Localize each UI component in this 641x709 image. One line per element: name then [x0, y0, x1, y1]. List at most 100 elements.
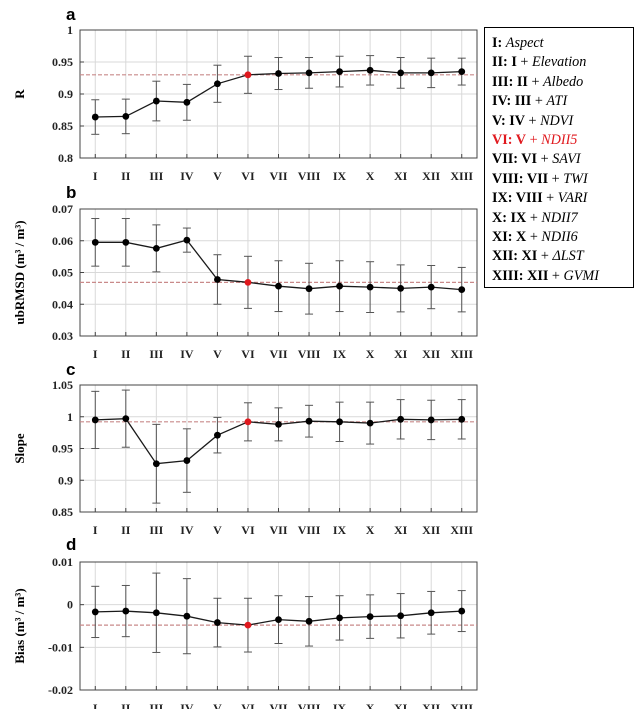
- legend-item: VI: V + NDII5: [492, 131, 633, 150]
- data-point: [275, 70, 282, 77]
- x-tick-label: XI: [394, 347, 408, 361]
- x-tick-label: VII: [269, 701, 287, 709]
- data-point: [275, 616, 282, 623]
- legend-item-key: XI: X: [492, 229, 527, 246]
- legend-item-variable: NDII5: [541, 132, 578, 149]
- legend-item-separator: +: [537, 151, 553, 168]
- data-point: [458, 286, 466, 294]
- data-point: [122, 113, 130, 120]
- x-tick-label: III: [149, 347, 163, 361]
- legend-item: VIII: VII + TWI: [492, 170, 633, 189]
- x-tick-label: X: [366, 169, 375, 183]
- legend-item-variable: GVMI: [563, 267, 599, 284]
- legend-item-separator: +: [548, 267, 564, 284]
- legend-item-key: III: II: [492, 73, 528, 90]
- legend-item-variable: TWI: [563, 170, 588, 187]
- data-point: [366, 613, 374, 621]
- y-axis-label: Slope: [12, 433, 27, 464]
- legend-item-variable: NDII7: [541, 209, 578, 226]
- legend-item-variable: Aspect: [505, 35, 544, 51]
- x-tick-label: IX: [333, 701, 347, 709]
- legend-item-separator: +: [526, 132, 542, 149]
- data-point: [183, 457, 191, 464]
- data-point: [214, 276, 221, 283]
- x-tick-label: VIII: [298, 701, 321, 709]
- legend-item-variable: SAVI: [552, 151, 581, 168]
- x-tick-label: V: [213, 169, 222, 183]
- panel-label: c: [66, 360, 75, 379]
- x-tick-label: IX: [333, 169, 347, 183]
- y-tick-label: 0.8: [58, 151, 73, 165]
- axes-frame: [79, 384, 478, 513]
- x-tick-label: III: [149, 523, 163, 537]
- data-point: [183, 98, 191, 106]
- data-point: [336, 614, 343, 622]
- panel-label: a: [66, 5, 76, 24]
- x-tick-label: XIII: [450, 701, 473, 709]
- x-tick-label: II: [121, 169, 131, 183]
- data-point-highlight: [244, 71, 252, 79]
- y-tick-label: -0.02: [48, 683, 73, 697]
- legend-item-variable: Elevation: [531, 54, 587, 71]
- axes-frame: [79, 29, 478, 159]
- y-tick-label: 0.9: [58, 87, 73, 101]
- legend-item-key: XIII: XII: [492, 267, 549, 284]
- legend-item: IV: III + ATI: [492, 92, 633, 111]
- legend-item-key: V: IV: [492, 112, 525, 129]
- y-tick-label: 1: [67, 410, 73, 424]
- y-tick-label: 0.04: [52, 297, 73, 311]
- legend-item-variable: ΔLST: [552, 248, 584, 265]
- data-point: [305, 617, 313, 625]
- y-axis-label: ubRMSD (m³ / m³): [12, 220, 27, 324]
- x-tick-label: XIII: [450, 523, 473, 537]
- data-point-highlight: [244, 278, 252, 286]
- axes-frame: [79, 208, 478, 337]
- x-tick-label: XII: [422, 347, 440, 361]
- data-point: [91, 416, 99, 424]
- data-point: [366, 66, 374, 74]
- y-tick-label: 0.85: [52, 119, 73, 133]
- data-point: [91, 238, 99, 246]
- x-tick-label: III: [149, 701, 163, 709]
- y-tick-label: 0.95: [52, 442, 73, 456]
- data-point: [214, 431, 221, 439]
- x-tick-label: XI: [394, 523, 408, 537]
- y-tick-label: 0.05: [52, 266, 73, 280]
- panel-label: b: [66, 183, 76, 202]
- x-tick-label: I: [93, 347, 98, 361]
- y-tick-label: 0.06: [52, 234, 73, 248]
- legend-item: XIII: XII + GVMI: [492, 267, 633, 286]
- data-point: [152, 97, 160, 105]
- legend-item-variable: NDII6: [541, 229, 578, 246]
- y-tick-label: 0: [67, 598, 73, 612]
- legend-item: IX: VIII + VARI: [492, 189, 633, 208]
- x-tick-label: II: [121, 523, 131, 537]
- data-point: [458, 415, 466, 423]
- x-tick-label: IX: [333, 347, 347, 361]
- axes-frame: [79, 561, 478, 691]
- y-axis-label: R: [12, 89, 27, 99]
- x-tick-label: VIII: [298, 347, 321, 361]
- data-point: [397, 612, 405, 620]
- legend-item-key: VIII: VII: [492, 170, 549, 187]
- y-tick-label: 1: [67, 23, 73, 37]
- legend-item: I: Aspect: [492, 34, 633, 53]
- legend-item-separator: +: [516, 54, 532, 71]
- x-tick-label: XII: [422, 523, 440, 537]
- legend-item-key: VI: V: [492, 132, 527, 149]
- data-point: [152, 244, 160, 252]
- legend-item: XI: X + NDII6: [492, 228, 633, 247]
- x-tick-label: VI: [241, 523, 255, 537]
- data-point: [305, 285, 313, 293]
- data-point: [397, 69, 405, 77]
- data-point: [183, 236, 191, 244]
- data-point: [305, 417, 313, 425]
- data-point: [427, 69, 435, 77]
- data-point: [336, 418, 343, 426]
- legend-item-separator: +: [524, 112, 541, 129]
- data-point: [336, 282, 343, 290]
- y-tick-label: 1.05: [52, 378, 73, 392]
- x-tick-label: VII: [269, 169, 287, 183]
- data-point: [427, 283, 435, 291]
- x-tick-label: VI: [241, 169, 255, 183]
